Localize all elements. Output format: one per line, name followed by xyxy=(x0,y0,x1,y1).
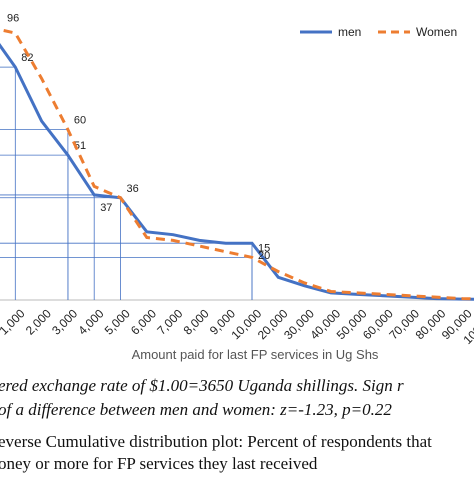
data-label: 20 xyxy=(258,250,270,262)
data-label: 96 xyxy=(7,12,19,24)
x-tick-label: 2,000 xyxy=(23,306,54,337)
x-tick-label: 6,000 xyxy=(128,306,159,337)
line xyxy=(0,28,474,301)
data-label: 15 xyxy=(258,242,270,254)
x-tick-label: 4,000 xyxy=(75,306,106,337)
x-tick-label: 7,000 xyxy=(154,306,185,337)
x-axis-title: Amount paid for last FP services in Ug S… xyxy=(132,347,379,362)
data-label: 60 xyxy=(74,115,86,127)
note: of a difference between men and women: z… xyxy=(0,400,392,419)
note: ered exchange rate of $1.00=3650 Uganda … xyxy=(0,376,404,395)
x-tick-label: 3,000 xyxy=(49,306,80,337)
data-label: 37 xyxy=(100,202,112,214)
x-tick-label: 8,000 xyxy=(181,306,212,337)
x-tick-label: 1,000 xyxy=(0,306,28,337)
note: everse Cumulative distribution plot: Per… xyxy=(0,432,432,451)
data-label: 36 xyxy=(127,183,139,195)
legend-label: men xyxy=(338,25,361,39)
legend-label: Women xyxy=(416,25,457,39)
note: oney or more for FP services they last r… xyxy=(0,454,318,473)
data-label: 82 xyxy=(21,52,33,64)
x-tick-label: 5,000 xyxy=(102,306,133,337)
line xyxy=(0,43,474,301)
